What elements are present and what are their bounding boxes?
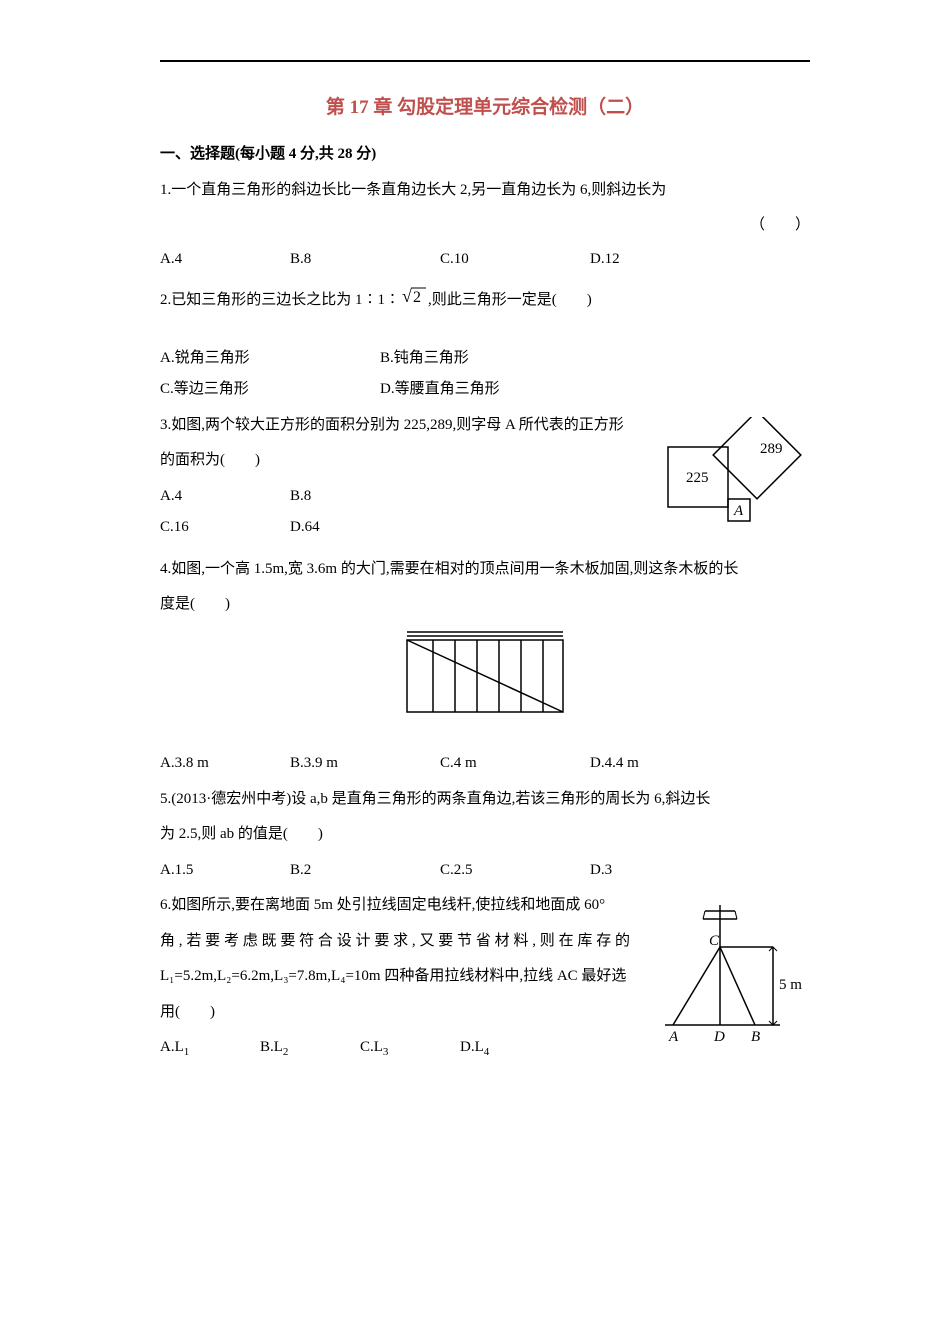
q6-fig-label-a: A — [668, 1029, 679, 1045]
q4-choice-b: B.3.9 m — [290, 751, 440, 777]
sqrt2-icon: √2 — [400, 282, 428, 320]
q6-choice-d: D.L4 — [460, 1035, 560, 1062]
q3-choice-a: A.4 — [160, 484, 290, 510]
document-title: 第 17 章 勾股定理单元综合检测（二） — [160, 92, 810, 124]
q3-choice-d: D.64 — [290, 515, 440, 541]
q4-choice-c: C.4 m — [440, 751, 590, 777]
q6-fig-label-b: B — [751, 1029, 760, 1045]
q6-choices: A.L1 B.L2 C.L3 D.L4 — [160, 1035, 647, 1062]
q2-choice-d: D.等腰直角三角形 — [380, 377, 600, 403]
q6-line2: 角,若要考虑既要符合设计要求,又要节省材料,则在库存的 — [160, 929, 630, 955]
q3-choice-c: C.16 — [160, 515, 290, 541]
q3-choices-row1: A.4 B.8 — [160, 484, 652, 510]
q1-choice-b: B.8 — [290, 247, 440, 273]
q2-choice-c: C.等边三角形 — [160, 377, 380, 403]
q1-choice-c: C.10 — [440, 247, 590, 273]
q4-line2: 度是( ) — [160, 592, 810, 618]
q6-line3: L₁=5.2m,L₂=6.2m,L₃=7.8m,L₄=10m 四种备用拉线材料中… — [160, 964, 630, 990]
q2-choice-b: B.钝角三角形 — [380, 346, 600, 372]
q2-choices-row2: C.等边三角形 D.等腰直角三角形 — [160, 377, 810, 403]
q3-fig-label-225: 225 — [686, 470, 709, 486]
q4-choice-d: D.4.4 m — [590, 751, 740, 777]
q6-fig-label-d: D — [713, 1029, 725, 1045]
q2-text: 2.已知三角形的三边长之比为 1∶1∶√2,则此三角形一定是( ) — [160, 282, 810, 320]
q1-choice-d: D.12 — [590, 247, 740, 273]
q6-choice-a: A.L1 — [160, 1035, 260, 1062]
svg-text:2: 2 — [413, 289, 421, 306]
section-1-heading: 一、选择题(每小题 4 分,共 28 分) — [160, 142, 810, 168]
q1-choice-a: A.4 — [160, 247, 290, 273]
q3-fig-label-a: A — [733, 503, 744, 519]
q5-choice-c: C.2.5 — [440, 858, 590, 884]
q6-choice-c: C.L3 — [360, 1035, 460, 1062]
q3-choice-b: B.8 — [290, 484, 440, 510]
q3-fig-label-289: 289 — [760, 441, 783, 457]
q1-text: 1.一个直角三角形的斜边长比一条直角边长大 2,另一直角边长为 6,则斜边长为 — [160, 178, 810, 204]
q5-choice-a: A.1.5 — [160, 858, 290, 884]
q6-fig-label-5m: 5 m — [779, 977, 802, 993]
q3-choices-row2: C.16 D.64 — [160, 515, 652, 541]
q4-choices: A.3.8 m B.3.9 m C.4 m D.4.4 m — [160, 751, 810, 777]
q2-text-before: 2.已知三角形的三边长之比为 1∶1∶ — [160, 292, 400, 308]
q3-figure: 225 289 A — [660, 417, 810, 542]
q1-answer-paren: （ ） — [160, 213, 810, 239]
q6-fig-label-c: C — [709, 933, 720, 949]
q2-text-after: ,则此三角形一定是( ) — [428, 292, 592, 308]
q5-choice-d: D.3 — [590, 858, 740, 884]
q5-line2: 为 2.5,则 ab 的值是( ) — [160, 822, 810, 848]
q2-choice-a: A.锐角三角形 — [160, 346, 380, 372]
q4-figure — [160, 630, 810, 726]
top-rule — [160, 60, 810, 62]
q5-choice-b: B.2 — [290, 858, 440, 884]
q2-choices-row1: A.锐角三角形 B.钝角三角形 — [160, 346, 810, 372]
q4-choice-a: A.3.8 m — [160, 751, 290, 777]
q6-figure: C A D B 5 m — [655, 897, 810, 1057]
q4-line1: 4.如图,一个高 1.5m,宽 3.6m 的大门,需要在相对的顶点间用一条木板加… — [160, 557, 810, 583]
q5-choices: A.1.5 B.2 C.2.5 D.3 — [160, 858, 810, 884]
q1-choices: A.4 B.8 C.10 D.12 — [160, 247, 810, 273]
q5-line1: 5.(2013·德宏州中考)设 a,b 是直角三角形的两条直角边,若该三角形的周… — [160, 787, 810, 813]
svg-text:√: √ — [402, 286, 412, 306]
q6-choice-b: B.L2 — [260, 1035, 360, 1062]
